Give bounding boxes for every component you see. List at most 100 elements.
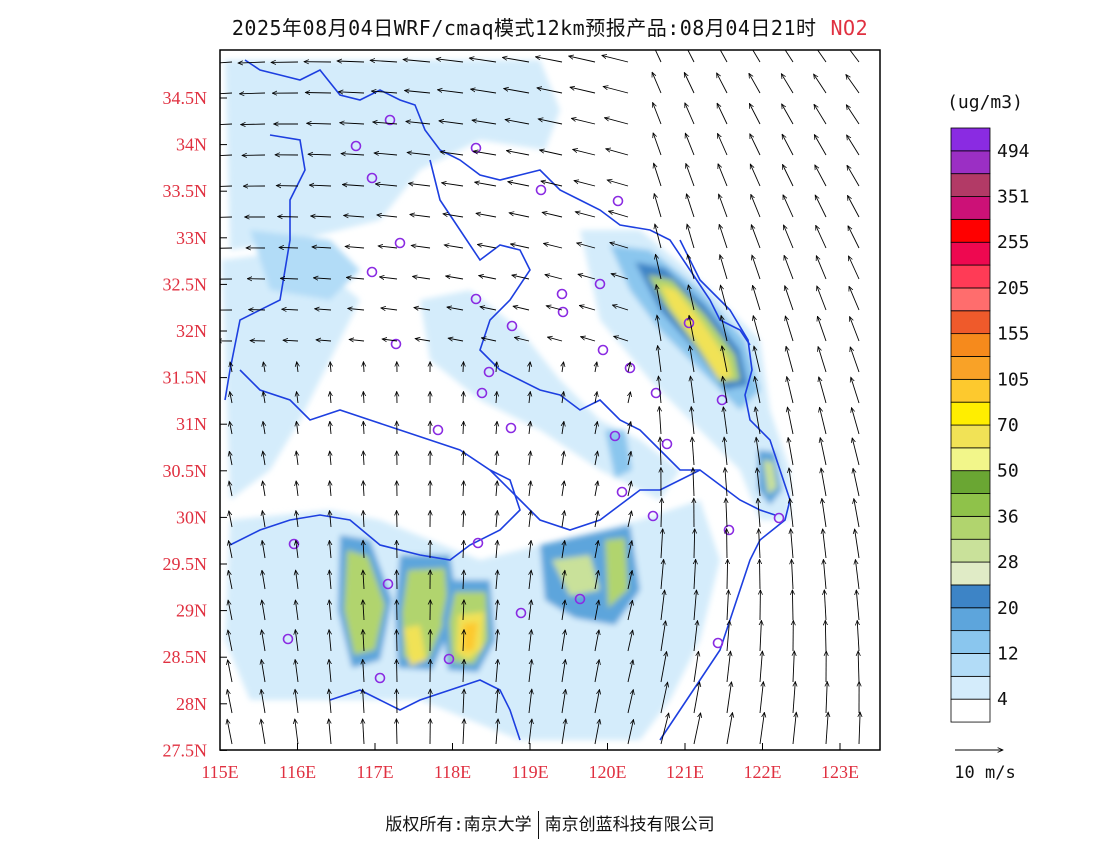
wind-vector — [262, 570, 266, 590]
wind-vector — [363, 600, 364, 621]
wind-vector — [627, 630, 633, 652]
wind-vector — [575, 212, 596, 218]
wind-reference: 10 m/s — [954, 750, 1016, 783]
wind-vector — [220, 92, 233, 95]
wind-vector — [787, 377, 794, 404]
legend-swatch — [950, 584, 991, 609]
wind-vector — [528, 719, 532, 745]
wind-vector — [726, 682, 732, 714]
wind-vector — [414, 308, 431, 311]
boundary-west-loop — [224, 134, 306, 401]
wind-vector — [614, 336, 629, 342]
wind-vector — [296, 421, 298, 435]
wind-vector — [363, 540, 364, 559]
wind-vector — [463, 630, 464, 652]
wind-vector — [595, 481, 598, 497]
city-marker — [535, 184, 547, 196]
wind-vector — [627, 720, 634, 745]
wind-vector — [849, 50, 860, 63]
wind-vector — [481, 338, 497, 342]
wind-vector — [375, 184, 398, 186]
wind-vector — [329, 600, 331, 621]
wind-vector — [496, 421, 497, 435]
wind-vector — [463, 659, 464, 683]
wind-vector — [329, 630, 331, 652]
wind-vector — [685, 133, 695, 156]
wind-vector — [594, 719, 600, 745]
wind-vector — [825, 620, 826, 652]
wind-vector — [363, 719, 364, 745]
map-title: 2025年08月04日WRF/cmaq模式12km预报产品:08月04日21时 N… — [0, 12, 1100, 41]
wind-vector — [309, 185, 332, 186]
wind-vector — [847, 135, 860, 156]
wind-vector — [722, 346, 728, 373]
wind-vector — [280, 278, 299, 279]
wind-vector — [658, 346, 662, 373]
wind-vector — [340, 123, 365, 124]
legend-swatch — [950, 561, 991, 586]
legend-swatch — [950, 218, 991, 243]
pollutant-label: NO2 — [830, 16, 869, 40]
wind-vector — [753, 316, 761, 342]
wind-vector — [652, 72, 662, 94]
wind-vector — [471, 89, 497, 94]
wind-vector — [348, 308, 365, 310]
wind-vector — [262, 511, 265, 528]
lat-label: 31N — [176, 414, 207, 434]
wind-vector — [529, 630, 532, 652]
wind-vector — [751, 194, 761, 218]
wind-vector — [381, 308, 398, 310]
wind-vector — [848, 256, 860, 280]
legend-swatch — [950, 470, 991, 494]
wind-vector — [856, 590, 860, 621]
legend-label: 70 — [997, 415, 1019, 436]
wind-vector — [363, 421, 364, 435]
wind-vector — [496, 362, 497, 373]
wind-vector — [815, 225, 827, 249]
wind-vector — [659, 407, 661, 435]
wind-vector — [581, 337, 596, 342]
wind-vector — [436, 59, 464, 63]
wind-vector — [826, 682, 827, 714]
wind-vector — [363, 511, 364, 528]
wind-vector — [847, 165, 860, 187]
wind-vector — [853, 468, 860, 497]
wind-vector — [595, 362, 597, 373]
wind-vector — [852, 438, 860, 466]
legend-swatch — [950, 698, 991, 723]
legend-swatch — [950, 424, 991, 449]
wind-vector — [817, 286, 827, 311]
wind-vector — [821, 468, 827, 497]
wind-vector — [439, 121, 464, 125]
wind-vector — [850, 317, 860, 342]
lat-label: 28.5N — [163, 647, 208, 667]
wind-vector — [660, 713, 669, 745]
wind-vector — [627, 541, 632, 559]
city-marker — [350, 140, 362, 152]
wind-vector — [656, 285, 662, 311]
wind-vector — [262, 541, 266, 559]
wind-vector — [693, 682, 700, 714]
wind-vector — [296, 451, 298, 466]
wind-vector — [528, 660, 532, 683]
wind-vector — [594, 630, 599, 652]
city-marker — [505, 422, 517, 434]
wind-vector — [686, 164, 695, 187]
wind-vector — [694, 559, 696, 590]
legend-swatch — [950, 493, 991, 517]
wind-vector — [529, 421, 531, 435]
wind-vector — [817, 316, 827, 342]
lat-label: 32N — [176, 321, 207, 341]
wind-vector — [689, 315, 695, 342]
wind-vector — [329, 659, 331, 683]
legend-value-labels: 4 12 20 28 36 50 70 105 155 205 255 351 494 — [997, 141, 1030, 710]
wind-vector — [496, 511, 497, 528]
wind-vector — [719, 50, 728, 63]
wind-vector — [692, 437, 694, 466]
wind-vector — [727, 559, 728, 590]
wind-vector — [822, 499, 827, 528]
wind-vector — [720, 285, 728, 311]
wind-vector — [782, 195, 794, 218]
wind-vector — [725, 468, 727, 497]
wind-vector — [479, 276, 497, 280]
